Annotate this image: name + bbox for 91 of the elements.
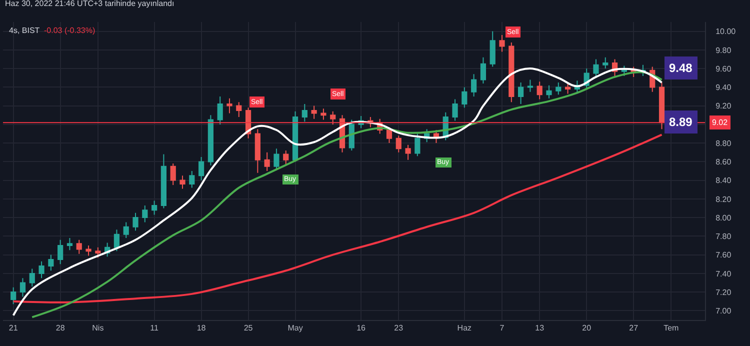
candlestick (471, 74, 477, 97)
candlestick (452, 98, 458, 122)
x-tick-label: Tem (664, 324, 680, 333)
candlestick (330, 110, 336, 125)
candlestick (311, 105, 317, 120)
candlestick (38, 260, 44, 279)
annotation: 8.89 (669, 115, 693, 129)
candlestick (405, 144, 411, 160)
x-tick-label: 27 (629, 324, 639, 333)
y-tick-label: 9.40 (716, 82, 732, 92)
y-tick-label: 8.80 (716, 138, 732, 148)
y-tick-label: 7.80 (716, 232, 732, 241)
candlestick (132, 212, 138, 232)
x-tick-label: Haz (457, 324, 472, 333)
annotation: 9.48 (669, 61, 693, 75)
x-tick-label: 18 (196, 324, 206, 333)
x-tick-label: May (288, 324, 303, 333)
candlestick (320, 108, 326, 120)
candlestick (10, 286, 16, 305)
candlestick (198, 156, 204, 181)
y-tick-label: 8.60 (716, 157, 732, 166)
candlestick (66, 238, 73, 251)
candlestick (86, 245, 92, 256)
x-tick-label: Nis (92, 324, 104, 333)
y-tick-label: 7.40 (716, 269, 732, 278)
candlestick (20, 278, 26, 298)
y-tick-label: 9.60 (716, 64, 732, 74)
candlestick (593, 58, 599, 78)
text: Haz 30, 2022 21:46 UTC+3 tarihinde yayınlandı (5, 0, 174, 8)
x-tick-label: 25 (244, 324, 254, 333)
x-tick-label: 23 (394, 324, 404, 333)
y-tick-label: 8.00 (716, 213, 732, 222)
text: 4s, BIST (9, 26, 40, 35)
y-tick-label: 7.20 (716, 288, 732, 297)
candlestick (76, 239, 82, 254)
x-tick-label: 13 (535, 324, 545, 333)
candlestick (254, 128, 260, 174)
candlestick (386, 126, 392, 144)
candlestick (546, 84, 552, 99)
candlestick (95, 246, 101, 258)
candlestick (602, 56, 608, 70)
candlestick (48, 254, 54, 272)
candlestick (499, 34, 505, 52)
candlestick (556, 82, 562, 96)
y-tick-label: 7.60 (716, 250, 732, 260)
candlestick (480, 56, 486, 84)
x-tick-label: 20 (582, 324, 592, 333)
candlestick (236, 102, 242, 118)
candlestick (123, 222, 129, 239)
candlestick (208, 114, 214, 166)
y-tick-label: 9.80 (716, 46, 732, 55)
candlestick (490, 30, 496, 68)
candlestick (396, 135, 402, 153)
y-tick-label: 9.20 (716, 102, 732, 111)
y-tick-label: 8.40 (716, 176, 732, 186)
text: -0.03 (-0.33%) (44, 26, 96, 35)
candlestick (274, 148, 280, 171)
candlestick (152, 200, 158, 216)
candlestick (621, 65, 627, 77)
candlestick (536, 81, 542, 100)
candlestick (564, 82, 571, 94)
x-tick-label: 11 (150, 324, 159, 333)
candlestick (189, 170, 195, 188)
candlestick (264, 152, 270, 172)
ref-line-label: 9.02 (712, 118, 728, 127)
candlestick (302, 103, 308, 122)
candlestick (508, 42, 514, 103)
candlestick (142, 204, 148, 223)
x-tick-label: 7 (500, 324, 505, 333)
y-tick-label: 7.00 (716, 306, 732, 316)
candlestick (29, 268, 35, 287)
candlestick (114, 229, 120, 252)
candlestick (58, 239, 64, 265)
candlestick (292, 110, 298, 162)
candlestick (170, 163, 176, 186)
candlestick (518, 82, 524, 104)
y-tick-label: 10.00 (716, 27, 736, 36)
candlestick (226, 98, 232, 114)
x-tick-label: 28 (56, 324, 66, 333)
candlestick (180, 175, 186, 190)
candlestick (462, 86, 468, 108)
candlestick (283, 150, 289, 166)
line-series (12, 134, 663, 304)
candlestick (658, 82, 665, 130)
x-tick-label: 16 (356, 324, 366, 333)
candlestick (217, 96, 223, 125)
y-tick-label: 8.20 (716, 194, 732, 204)
x-tick-label: 21 (8, 324, 18, 333)
candlestick (414, 133, 420, 157)
candlestick (160, 154, 166, 209)
candlestick (527, 79, 534, 92)
